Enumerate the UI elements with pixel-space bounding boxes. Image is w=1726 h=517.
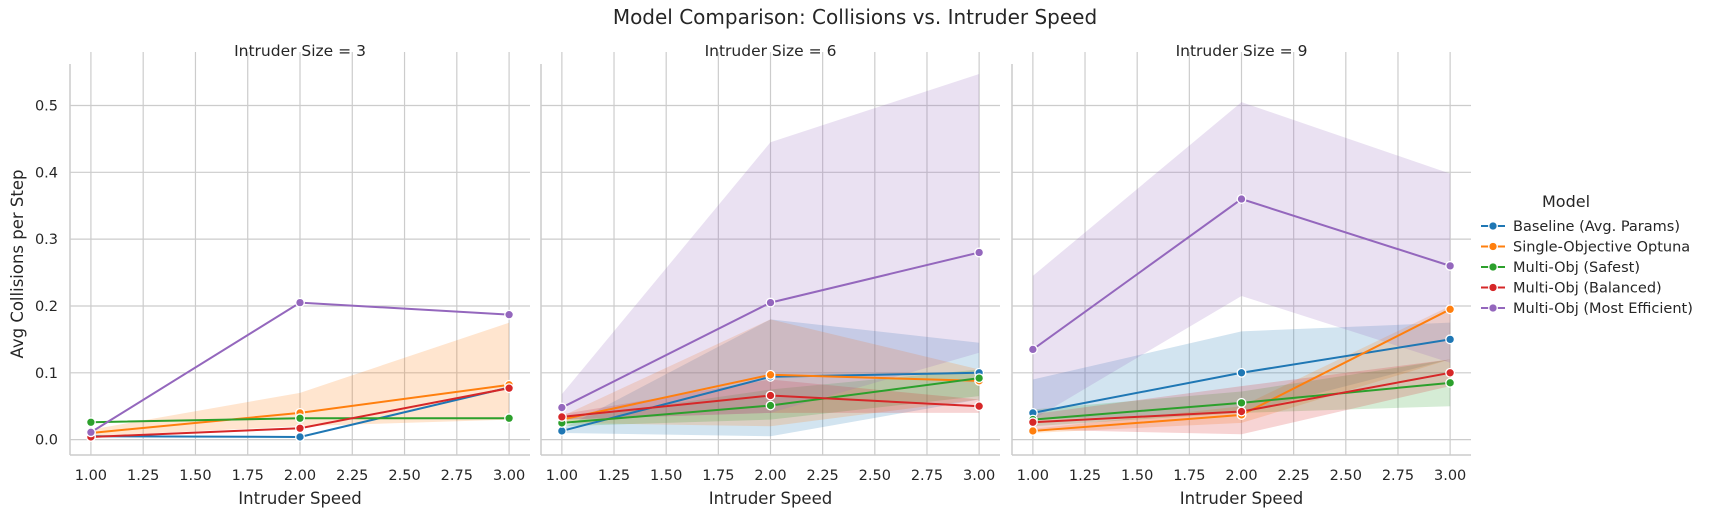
data-point (1027, 417, 1038, 428)
data-point (1027, 425, 1038, 436)
x-tick-label: 1.00 (75, 468, 107, 484)
x-tick-label: 1.25 (598, 468, 630, 484)
data-point (974, 247, 985, 258)
x-tick-label: 1.50 (179, 468, 211, 484)
x-tick-label: 2.00 (754, 468, 786, 484)
legend-marker (1488, 282, 1498, 293)
x-tick-label: 2.00 (1225, 468, 1257, 484)
legend-label: Multi-Obj (Balanced) (1513, 281, 1662, 297)
data-point (1236, 397, 1247, 408)
data-point (295, 432, 305, 442)
panel-title: Intruder Size = 6 (705, 42, 837, 60)
data-point (556, 402, 567, 413)
data-point (1445, 377, 1456, 388)
data-point (974, 373, 985, 384)
x-tick-label: 2.50 (388, 468, 420, 484)
data-point (1027, 344, 1038, 355)
x-axis-label: Intruder Speed (238, 489, 361, 508)
data-point (765, 369, 776, 380)
x-tick-label: 2.75 (911, 468, 943, 484)
x-tick-label: 2.25 (1278, 468, 1310, 484)
data-point (1445, 260, 1456, 271)
data-point (85, 427, 96, 438)
x-tick-label: 1.00 (546, 468, 578, 484)
y-tick-label: 0.3 (35, 232, 58, 248)
panel-3: Intruder Size = 9 1.00 1.25 1.50 1.75 2.00 2.2… (1011, 42, 1471, 508)
x-tick-label: 2.75 (1382, 468, 1414, 484)
legend-label: Baseline (Avg. Params) (1513, 219, 1680, 235)
data-point (295, 297, 305, 308)
y-tick-label: 0.5 (35, 98, 58, 114)
data-point (295, 423, 305, 434)
y-tick-label: 0.1 (35, 366, 58, 382)
x-tick-label: 1.75 (232, 468, 264, 484)
data-point (1445, 334, 1456, 345)
data-point (1236, 367, 1247, 378)
x-tick-label: 1.75 (702, 468, 734, 484)
data-point (85, 417, 96, 428)
x-tick-label: 1.50 (650, 468, 682, 484)
x-tick-label: 3.00 (1434, 468, 1466, 484)
data-point (1236, 194, 1247, 204)
x-tick-label: 1.50 (1121, 468, 1153, 484)
legend: Model Baseline (Avg. Params) Single-Object… (1481, 192, 1693, 317)
panels: Intruder Size = 3 1.00 1.25 1.50 1.75 2.00 2.2… (35, 42, 1471, 508)
data-point (1236, 406, 1247, 417)
legend-marker (1488, 303, 1498, 313)
x-tick-label: 2.50 (859, 468, 891, 484)
x-tick-label: 1.25 (127, 468, 159, 484)
data-point (295, 413, 305, 424)
confidence-band (561, 74, 980, 420)
x-tick-label: 3.00 (493, 468, 525, 484)
data-point (974, 401, 985, 412)
x-tick-label: 3.00 (963, 468, 995, 484)
legend-marker (1488, 241, 1498, 252)
y-tick-label: 0.2 (35, 299, 58, 315)
confidence-band (1032, 102, 1451, 420)
x-tick-label: 2.50 (1330, 468, 1362, 484)
legend-label: Single-Objective Optuna (1513, 240, 1690, 256)
legend-title: Model (1542, 192, 1590, 211)
x-axis-label: Intruder Speed (709, 489, 832, 508)
x-tick-label: 2.25 (336, 468, 368, 484)
panel-title: Intruder Size = 3 (234, 42, 366, 60)
legend-marker (1488, 221, 1498, 231)
legend-label: Multi-Obj (Safest) (1513, 260, 1640, 276)
data-point (504, 413, 515, 424)
panel-2: Intruder Size = 6 1.00 1.25 1.50 1.75 2.00 2.2… (540, 42, 1000, 508)
panel-1: Intruder Size = 3 1.00 1.25 1.50 1.75 2.00 2.2… (35, 42, 530, 508)
legend-label: Multi-Obj (Most Efficient) (1513, 301, 1693, 317)
data-point (556, 425, 567, 436)
x-tick-label: 1.75 (1173, 468, 1205, 484)
y-axis-label: Avg Collisions per Step (8, 170, 27, 359)
y-tick-label: 0.0 (35, 433, 58, 449)
y-tick-label: 0.4 (35, 165, 58, 181)
data-point (504, 383, 515, 394)
data-point (1445, 304, 1456, 315)
data-point (556, 411, 567, 422)
data-point (1445, 367, 1456, 378)
legend-marker (1488, 262, 1498, 272)
x-tick-label: 1.00 (1017, 468, 1049, 484)
x-tick-label: 1.25 (1069, 468, 1101, 484)
x-tick-label: 2.75 (441, 468, 473, 484)
data-point (765, 400, 776, 411)
chart-title: Model Comparison: Collisions vs. Intrude… (613, 5, 1097, 29)
x-tick-label: 2.25 (807, 468, 839, 484)
data-point (765, 390, 776, 401)
confidence-band (1032, 359, 1451, 427)
x-axis-label: Intruder Speed (1180, 489, 1303, 508)
data-point (765, 297, 776, 308)
confidence-band (1032, 359, 1451, 435)
panel-title: Intruder Size = 9 (1176, 42, 1308, 60)
x-tick-label: 2.00 (284, 468, 316, 484)
data-point (504, 309, 515, 320)
